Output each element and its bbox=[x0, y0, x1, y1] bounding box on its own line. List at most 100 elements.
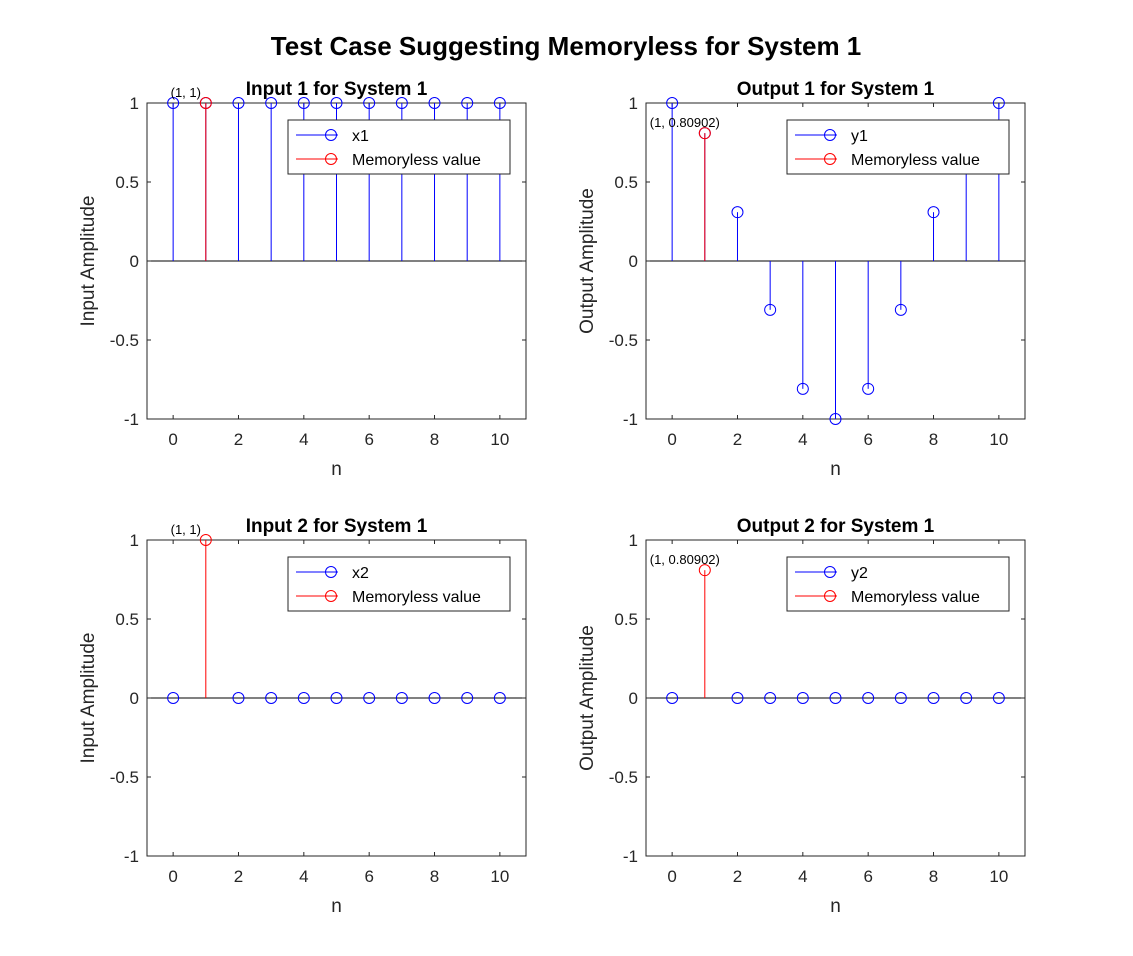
x-tick-label: 10 bbox=[989, 867, 1008, 886]
stem-marker bbox=[829, 692, 842, 704]
subplot-1: 0 2 4 6 8 10 -1 -0.5 0 0.5 1 (1, 1) Input 1 for Syst… bbox=[78, 79, 527, 480]
stem-marker bbox=[992, 692, 1005, 704]
stem-marker bbox=[461, 692, 474, 704]
legend-label: x2 bbox=[352, 565, 369, 582]
stem-marker bbox=[330, 692, 343, 704]
stem-marker bbox=[992, 97, 1005, 109]
legend-label: y2 bbox=[851, 565, 868, 582]
y-tick-label: 0 bbox=[629, 689, 638, 708]
x-tick-label: 4 bbox=[299, 867, 308, 886]
y-tick-label: -1 bbox=[124, 847, 139, 866]
y-tick-label: 1 bbox=[130, 94, 139, 113]
legend-label: Memoryless value bbox=[352, 589, 481, 606]
y-tick-label: -0.5 bbox=[609, 331, 638, 350]
legend-box bbox=[287, 119, 511, 175]
stem-marker bbox=[764, 303, 777, 316]
stem-marker bbox=[265, 692, 278, 704]
legend-label: Memoryless value bbox=[851, 152, 980, 169]
legend-marker bbox=[325, 129, 337, 141]
x-tick-label: 6 bbox=[364, 430, 373, 449]
y-tick-label: -0.5 bbox=[110, 768, 139, 787]
y-axis-label: Input Amplitude bbox=[78, 633, 99, 764]
stem-marker bbox=[395, 692, 408, 704]
legend-marker bbox=[824, 153, 836, 165]
x-tick-label: 2 bbox=[733, 867, 742, 886]
stem-marker bbox=[862, 382, 875, 395]
stem-marker bbox=[265, 97, 278, 109]
x-tick-label: 8 bbox=[430, 430, 439, 449]
y-tick-label: -0.5 bbox=[609, 768, 638, 787]
stem-marker bbox=[297, 692, 310, 704]
y-tick-label: 0 bbox=[629, 252, 638, 271]
x-axis-label: n bbox=[830, 459, 841, 480]
x-tick-label: 8 bbox=[929, 867, 938, 886]
subplot-title: Input 1 for System 1 bbox=[246, 79, 428, 100]
legend-box bbox=[287, 556, 511, 612]
stem-marker bbox=[461, 97, 474, 109]
y-tick-label: 0 bbox=[130, 689, 139, 708]
y-tick-label: -1 bbox=[124, 410, 139, 429]
series-1 bbox=[666, 692, 1005, 704]
series-1 bbox=[167, 692, 506, 704]
x-tick-label: 10 bbox=[989, 430, 1008, 449]
x-tick-label: 10 bbox=[490, 867, 509, 886]
stem-marker bbox=[199, 534, 212, 546]
legend-box bbox=[786, 556, 1010, 612]
y-tick-label: 1 bbox=[629, 94, 638, 113]
stem-marker bbox=[428, 97, 441, 109]
legend-label: x1 bbox=[352, 128, 369, 145]
x-axis-label: n bbox=[331, 896, 342, 917]
stem-marker bbox=[764, 692, 777, 704]
legend: y1 Memoryless value bbox=[786, 119, 1010, 175]
legend-box bbox=[786, 119, 1010, 175]
x-tick-label: 2 bbox=[234, 867, 243, 886]
subplot-title: Output 1 for System 1 bbox=[737, 79, 935, 100]
stem-marker bbox=[493, 692, 506, 704]
stem-marker bbox=[666, 97, 679, 109]
y-tick-label: 0.5 bbox=[614, 173, 638, 192]
stem-marker bbox=[167, 692, 180, 704]
series-2 bbox=[199, 97, 212, 261]
series-2 bbox=[698, 127, 711, 261]
y-tick-label: 0.5 bbox=[115, 173, 139, 192]
legend: x2 Memoryless value bbox=[287, 556, 511, 612]
y-tick-label: 1 bbox=[130, 531, 139, 550]
stem-marker bbox=[894, 692, 907, 704]
legend-marker bbox=[824, 129, 836, 141]
y-tick-label: 0 bbox=[130, 252, 139, 271]
stem-marker bbox=[698, 564, 711, 577]
stem-marker bbox=[862, 692, 875, 704]
y-axis-label: Output Amplitude bbox=[577, 188, 598, 334]
x-tick-label: 0 bbox=[667, 430, 676, 449]
y-tick-label: -1 bbox=[623, 847, 638, 866]
legend-marker bbox=[325, 590, 337, 602]
figure-title: Test Case Suggesting Memoryless for Syst… bbox=[271, 31, 862, 61]
series-2 bbox=[199, 534, 212, 698]
y-tick-label: 1 bbox=[629, 531, 638, 550]
subplot-4: 0 2 4 6 8 10 -1 -0.5 0 0.5 1 (1, 0.80902) Output 2 f… bbox=[577, 516, 1026, 917]
stem-marker bbox=[363, 692, 376, 704]
stem-marker bbox=[395, 97, 408, 109]
x-tick-label: 0 bbox=[168, 430, 177, 449]
stem-marker bbox=[363, 97, 376, 109]
legend-marker bbox=[824, 590, 836, 602]
x-tick-label: 6 bbox=[364, 867, 373, 886]
stem-marker bbox=[493, 97, 506, 109]
y-tick-label: -0.5 bbox=[110, 331, 139, 350]
x-tick-label: 8 bbox=[430, 867, 439, 886]
point-annotation: (1, 1) bbox=[171, 522, 201, 537]
x-tick-label: 8 bbox=[929, 430, 938, 449]
legend-marker bbox=[824, 566, 836, 578]
y-axis-label: Output Amplitude bbox=[577, 625, 598, 771]
subplot-3: 0 2 4 6 8 10 -1 -0.5 0 0.5 1 (1, 1) Input 2 for Syst… bbox=[78, 516, 527, 917]
stem-marker bbox=[698, 127, 711, 140]
x-tick-label: 0 bbox=[667, 867, 676, 886]
legend-label: Memoryless value bbox=[851, 589, 980, 606]
legend-marker bbox=[325, 153, 337, 165]
y-tick-label: -1 bbox=[623, 410, 638, 429]
series-2 bbox=[698, 564, 711, 698]
legend-marker bbox=[325, 566, 337, 578]
legend-label: y1 bbox=[851, 128, 868, 145]
x-tick-label: 2 bbox=[733, 430, 742, 449]
stem-marker bbox=[960, 692, 973, 704]
